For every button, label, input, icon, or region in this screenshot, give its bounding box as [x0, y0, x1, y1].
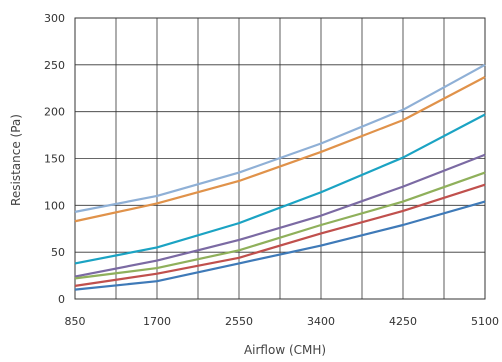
x-tick-label: 2550 — [225, 315, 253, 328]
x-tick-label: 1700 — [143, 315, 171, 328]
x-tick-label: 5100 — [471, 315, 499, 328]
series-line-6 — [74, 183, 486, 287]
y-tick-label: 200 — [44, 106, 65, 119]
y-tick-label: 150 — [44, 153, 65, 166]
x-axis-title: Airflow (CMH) — [244, 343, 326, 357]
x-tick-label: 4250 — [389, 315, 417, 328]
series-line-2 — [74, 76, 486, 223]
y-tick-label: 0 — [58, 293, 65, 306]
series-group — [74, 63, 486, 291]
x-tick-label: 850 — [65, 315, 86, 328]
y-axis-title: Resistance (Pa) — [9, 114, 23, 206]
plot-border — [74, 17, 486, 300]
axes: 850 1700 2550 3400 4250 5100 0 50 100 150 200 250 30… — [44, 12, 499, 328]
y-tick-label: 250 — [44, 59, 65, 72]
series-line-1 — [74, 63, 486, 213]
series-line-4 — [74, 153, 486, 278]
y-tick-label: 300 — [44, 12, 65, 25]
series-line-3 — [74, 113, 486, 265]
x-tick-label: 3400 — [307, 315, 335, 328]
series-line-7 — [74, 200, 486, 291]
y-tick-label: 100 — [44, 199, 65, 212]
series-line-5 — [74, 171, 486, 280]
y-tick-label: 50 — [51, 246, 65, 259]
